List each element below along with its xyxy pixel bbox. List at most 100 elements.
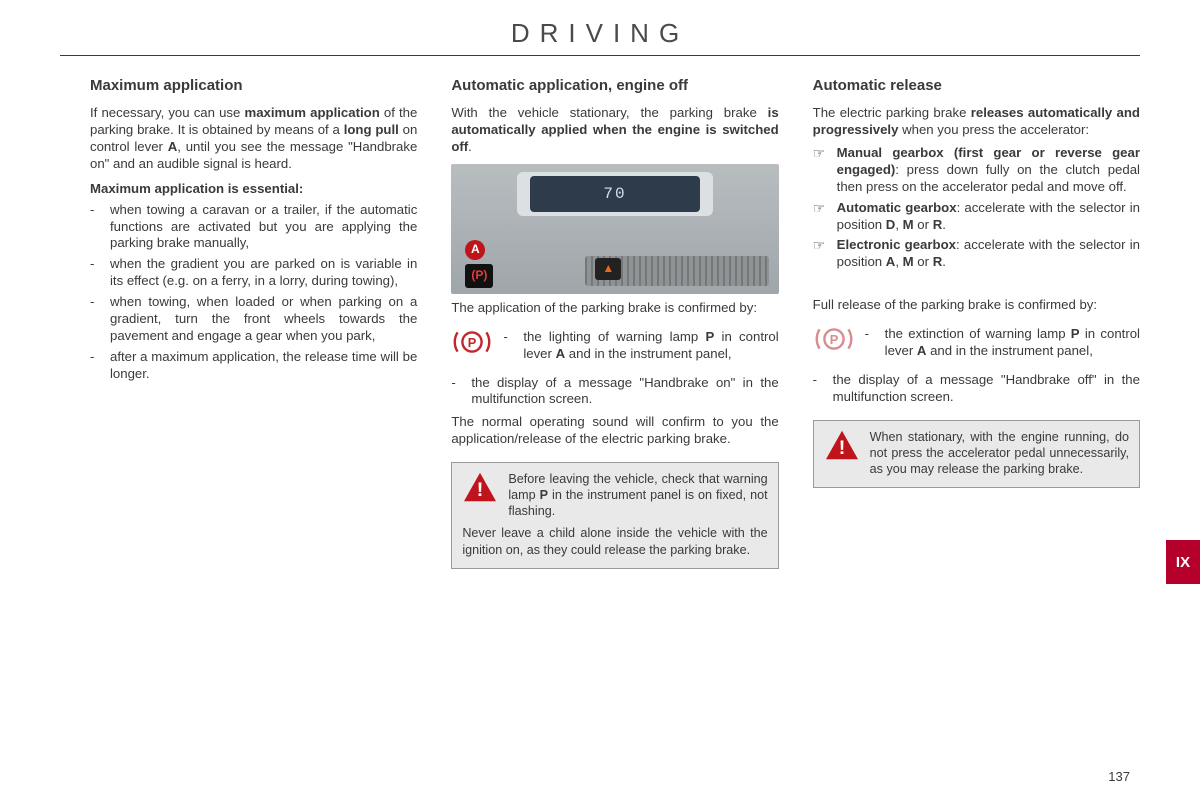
text: or bbox=[914, 254, 933, 269]
text: the lighting of warning lamp bbox=[523, 329, 705, 344]
text: Manual gearbox (first gear or reverse ge… bbox=[837, 145, 1140, 196]
column-1: Maximum application If necessary, you ca… bbox=[90, 70, 417, 569]
text: the extinction of warning lamp bbox=[885, 326, 1071, 341]
list-item: ☞Electronic gearbox: accelerate with the… bbox=[813, 237, 1140, 271]
confirm-list-2: -the display of a message "Handbrake on"… bbox=[451, 375, 778, 409]
p-lamp-off-icon: P bbox=[813, 322, 855, 356]
warning-triangle-icon: ! bbox=[462, 471, 498, 503]
auto-release-intro: The electric parking brake releases auto… bbox=[813, 105, 1140, 139]
warning-inner: ! When stationary, with the engine runni… bbox=[824, 429, 1129, 477]
text: . bbox=[942, 217, 946, 232]
text-bold: A bbox=[556, 346, 566, 361]
gearbox-list: ☞Manual gearbox (first gear or reverse g… bbox=[813, 145, 1140, 271]
list-item: ☞Manual gearbox (first gear or reverse g… bbox=[813, 145, 1140, 196]
heading-max-application: Maximum application bbox=[90, 76, 417, 95]
dash: - bbox=[90, 202, 110, 253]
normal-sound-text: The normal operating sound will confirm … bbox=[451, 414, 778, 448]
text: when you press the accelerator: bbox=[898, 122, 1089, 137]
content-columns: Maximum application If necessary, you ca… bbox=[0, 70, 1200, 569]
warning-text-top: Before leaving the vehicle, check that w… bbox=[508, 471, 767, 519]
title-rule bbox=[60, 55, 1140, 56]
text: , bbox=[895, 254, 902, 269]
text-bold: P bbox=[705, 329, 714, 344]
text: the display of a message "Handbrake off"… bbox=[833, 372, 1140, 406]
max-app-list: -when towing a caravan or a trailer, if … bbox=[90, 202, 417, 383]
text: Automatic gearbox: accelerate with the s… bbox=[837, 200, 1140, 234]
text-bold: maximum application bbox=[244, 105, 379, 120]
text-bold: M bbox=[903, 254, 914, 269]
warning-box: ! Before leaving the vehicle, check that… bbox=[451, 462, 778, 569]
release-confirm-list-2: -the display of a message "Handbrake off… bbox=[813, 372, 1140, 406]
page-number: 137 bbox=[1108, 769, 1130, 784]
column-2: Automatic application, engine off With t… bbox=[451, 70, 778, 569]
text: when towing a caravan or a trailer, if t… bbox=[110, 202, 417, 253]
max-app-subheading: Maximum application is essential: bbox=[90, 181, 417, 198]
text: the display of a message "Handbrake on" … bbox=[471, 375, 778, 409]
text: With the vehicle stationary, the parking… bbox=[451, 105, 767, 120]
list-item: -the display of a message "Handbrake off… bbox=[813, 372, 1140, 406]
p-lamp-row: P - the lighting of warning lamp P in co… bbox=[451, 325, 778, 367]
dash: - bbox=[503, 329, 523, 363]
text: Electronic gearbox: accelerate with the … bbox=[837, 237, 1140, 271]
text: when towing, when loaded or when parking… bbox=[110, 294, 417, 345]
svg-text:!: ! bbox=[477, 479, 484, 501]
p-lamp-row-off: P - the extinction of warning lamp P in … bbox=[813, 322, 1140, 364]
full-release-lead: Full release of the parking brake is con… bbox=[813, 297, 1140, 314]
dash: - bbox=[90, 256, 110, 290]
text-bold: P bbox=[1071, 326, 1080, 341]
list-item: -the display of a message "Handbrake on"… bbox=[451, 375, 778, 409]
p-lamp-icon: P bbox=[451, 325, 493, 359]
pointer-icon: ☞ bbox=[813, 145, 837, 196]
text: , bbox=[895, 217, 902, 232]
warning-triangle-icon: ! bbox=[824, 429, 860, 461]
pointer-icon: ☞ bbox=[813, 237, 837, 271]
text-bold: R bbox=[933, 217, 943, 232]
pointer-icon: ☞ bbox=[813, 200, 837, 234]
max-app-intro: If necessary, you can use maximum applic… bbox=[90, 105, 417, 173]
text-bold: A bbox=[168, 139, 178, 154]
warning-text: When stationary, with the engine running… bbox=[870, 429, 1129, 477]
text-bold: A bbox=[917, 343, 927, 358]
confirm-list: - the lighting of warning lamp P in cont… bbox=[503, 325, 778, 367]
text: when the gradient you are parked on is v… bbox=[110, 256, 417, 290]
release-confirm-list: - the extinction of warning lamp P in co… bbox=[865, 322, 1140, 364]
dash: - bbox=[90, 294, 110, 345]
list-item: -after a maximum application, the releas… bbox=[90, 349, 417, 383]
text: the lighting of warning lamp P in contro… bbox=[523, 329, 778, 363]
section-tab: IX bbox=[1166, 540, 1200, 584]
heading-auto-application: Automatic application, engine off bbox=[451, 76, 778, 95]
warning-inner: ! Before leaving the vehicle, check that… bbox=[462, 471, 767, 519]
list-item: - the lighting of warning lamp P in cont… bbox=[503, 329, 778, 363]
text-bold: R bbox=[933, 254, 943, 269]
dash: - bbox=[451, 375, 471, 409]
text: the extinction of warning lamp P in cont… bbox=[885, 326, 1140, 360]
dash: - bbox=[865, 326, 885, 360]
dash: - bbox=[90, 349, 110, 383]
confirm-lead: The application of the parking brake is … bbox=[451, 300, 778, 317]
svg-text:P: P bbox=[468, 335, 477, 350]
dash: - bbox=[813, 372, 833, 406]
text: or bbox=[914, 217, 933, 232]
warning-box: ! When stationary, with the engine runni… bbox=[813, 420, 1140, 488]
heading-auto-release: Automatic release bbox=[813, 76, 1140, 95]
p-lamp-inset-icon: (P) bbox=[465, 264, 493, 288]
auto-app-intro: With the vehicle stationary, the parking… bbox=[451, 105, 778, 156]
dashboard-photo: 70 ▲ A (P) bbox=[451, 164, 778, 294]
text: in the instrument panel is on fixed, not… bbox=[508, 488, 767, 518]
list-item: ☞Automatic gearbox: accelerate with the … bbox=[813, 200, 1140, 234]
callout-marker-a: A bbox=[465, 240, 485, 260]
list-item: - the extinction of warning lamp P in co… bbox=[865, 326, 1140, 360]
text-bold: long pull bbox=[344, 122, 399, 137]
svg-text:!: ! bbox=[838, 437, 845, 459]
text: and in the instrument panel, bbox=[565, 346, 731, 361]
text-bold: D bbox=[886, 217, 896, 232]
svg-text:P: P bbox=[829, 332, 838, 347]
text: . bbox=[468, 139, 472, 154]
list-item: -when towing a caravan or a trailer, if … bbox=[90, 202, 417, 253]
text-bold: A bbox=[886, 254, 896, 269]
text: after a maximum application, the release… bbox=[110, 349, 417, 383]
text: If necessary, you can use bbox=[90, 105, 244, 120]
column-3: Automatic release The electric parking b… bbox=[813, 70, 1140, 569]
trip-screen: 70 bbox=[530, 176, 700, 212]
warning-text-bottom: Never leave a child alone inside the veh… bbox=[462, 525, 767, 557]
